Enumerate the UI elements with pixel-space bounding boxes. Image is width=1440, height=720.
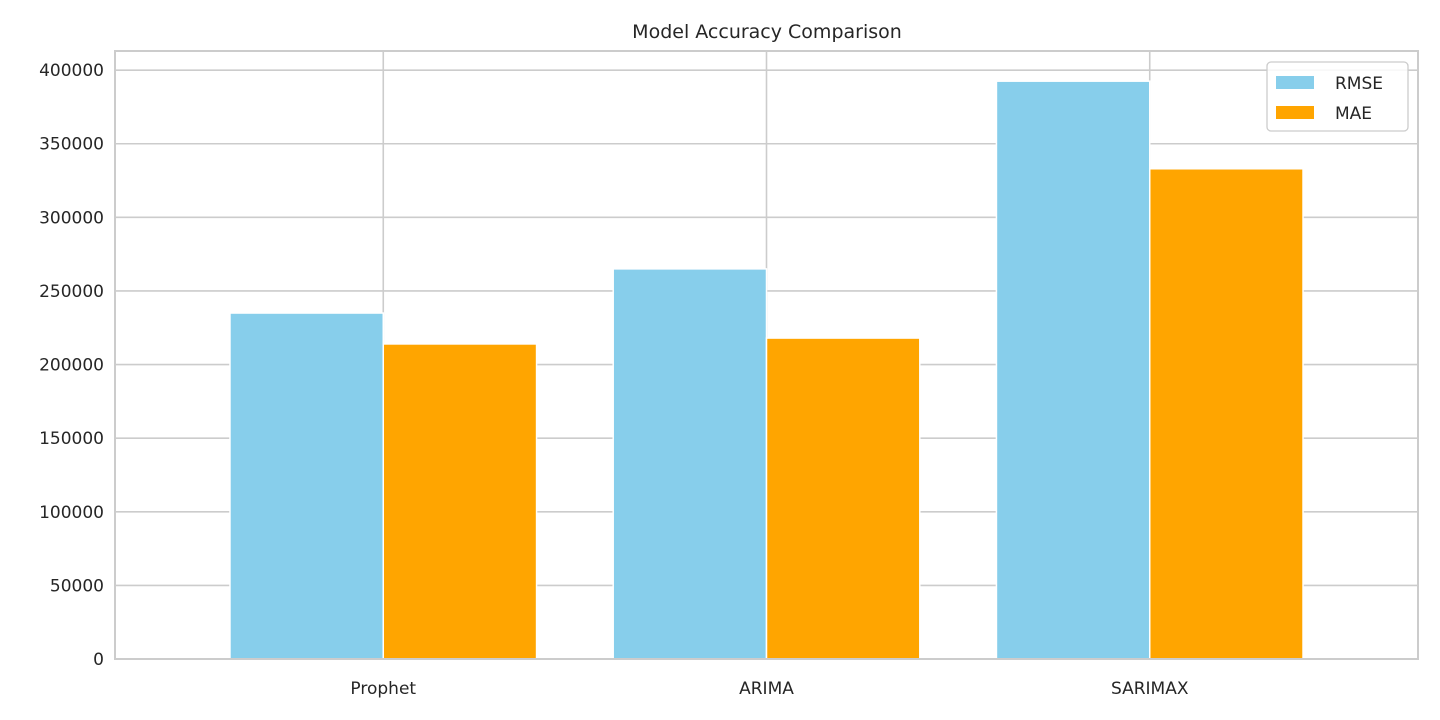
x-axis-ticks: Prophet ARIMA SARIMAX [350, 679, 1188, 699]
y-tick-label: 100000 [39, 503, 104, 523]
legend-swatch-mae [1276, 106, 1314, 119]
bar-mae-arima [765, 337, 921, 660]
bars [229, 80, 1304, 660]
chart-title: Model Accuracy Comparison [632, 21, 902, 43]
legend-swatch-rmse [1276, 76, 1314, 89]
y-tick-label: 50000 [50, 576, 104, 596]
y-tick-label: 0 [93, 650, 104, 670]
legend: RMSE MAE [1266, 61, 1409, 132]
x-tick-label: Prophet [350, 679, 416, 699]
y-tick-label: 150000 [39, 429, 104, 449]
y-axis-ticks: 0 50000 100000 150000 200000 250000 300000 3500… [39, 61, 104, 670]
legend-label-mae: MAE [1335, 104, 1372, 124]
y-tick-label: 250000 [39, 282, 104, 302]
bar-rmse-arima [612, 268, 768, 660]
legend-label-rmse: RMSE [1335, 74, 1383, 94]
x-tick-label: ARIMA [739, 679, 794, 699]
bar-rmse-sarimax [995, 80, 1151, 660]
x-tick-label: SARIMAX [1111, 679, 1189, 699]
bar-mae-sarimax [1148, 168, 1304, 660]
bar-mae-prophet [382, 343, 538, 660]
bar-rmse-prophet [229, 312, 385, 660]
y-tick-label: 400000 [39, 61, 104, 81]
y-tick-label: 350000 [39, 135, 104, 155]
y-tick-label: 300000 [39, 208, 104, 228]
y-tick-label: 200000 [39, 356, 104, 376]
plot-frame [114, 50, 1419, 660]
